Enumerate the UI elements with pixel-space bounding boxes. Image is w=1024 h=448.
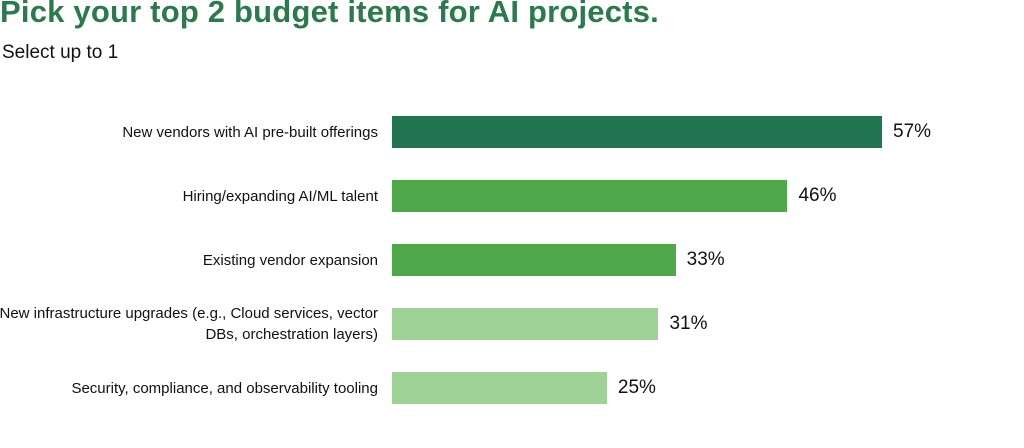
chart-title: Pick your top 2 budget items for AI proj… [0, 0, 659, 29]
bar [392, 180, 788, 212]
bar [392, 244, 676, 276]
value-label: 25% [617, 377, 656, 398]
bar [392, 308, 659, 340]
category-label: Hiring/expanding AI/ML talent [182, 187, 378, 205]
value-label: 46% [798, 185, 837, 206]
category-label: Existing vendor expansion [202, 251, 378, 269]
value-label: 57% [893, 121, 932, 142]
category-label: Security, compliance, and observability … [71, 379, 378, 397]
category-label: New infrastructure upgrades (e.g., Cloud… [0, 305, 378, 343]
bar [392, 116, 882, 148]
value-label: 31% [669, 313, 708, 334]
value-label: 33% [686, 249, 725, 270]
bar [392, 372, 607, 404]
chart-subtitle: Select up to 1 [2, 42, 119, 63]
category-label: New vendors with AI pre-built offerings [122, 123, 378, 141]
